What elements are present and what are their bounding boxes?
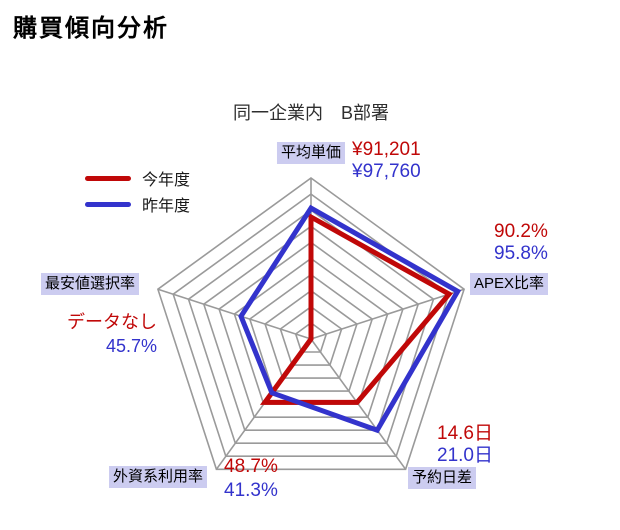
grid-ring-9 [172,193,450,458]
last-year-value-lowest-price-selection-rate: 45.7% [105,336,157,356]
axis-spoke-4 [157,288,312,340]
values-foreign-usage-rate: 48.7% 41.3% [224,455,278,503]
grid-ring-1 [294,321,328,353]
this-year-value-average-unit-price: ¥91,201 [352,139,421,160]
grid-ring-10 [156,177,466,471]
series-polygon-last-year [238,204,462,434]
last-year-value-apex-ratio: 95.8% [494,243,548,264]
last-year-value-average-unit-price: ¥97,760 [352,161,421,182]
this-year-value-reservation-day-gap: 14.6日 [437,423,493,444]
page-title: 購買傾向分析 [13,15,169,42]
legend-item-this-year: 今年度 [85,165,190,191]
last-year-value-foreign-usage-rate: 41.3% [224,480,278,501]
values-average-unit-price: ¥91,201 ¥97,760 [352,139,421,183]
legend-label-this-year: 今年度 [142,172,191,189]
this-year-value-apex-ratio: 90.2% [494,221,548,242]
chart-subtitle: 同一企業内 B部署 [232,103,390,123]
values-reservation-day-gap: 14.6日 21.0日 [437,423,493,467]
this-year-value-lowest-price-selection-rate: データなし [67,312,157,332]
legend: 今年度 昨年度 [85,165,190,217]
grid-ring-7 [202,225,420,432]
axis-label-apex-ratio: APEX比率 [470,273,549,295]
grid-ring-3 [264,289,358,379]
axis-label-lowest-price-selection-rate: 最安値選択率 [41,273,140,295]
axis-label-foreign-usage-rate: 外資系利用率 [109,466,208,488]
grid-ring-8 [187,209,435,445]
axis-spoke-1 [310,288,465,340]
grid-ring-4 [248,273,374,392]
values-lowest-price-selection-rate: データなし 45.7% [40,310,157,358]
grid-ring-2 [279,305,343,366]
last-year-value-reservation-day-gap: 21.0日 [437,445,493,466]
axis-label-reservation-day-gap: 予約日差 [408,467,477,489]
grid-ring-6 [218,241,404,419]
last-year-line-swatch [85,201,131,207]
values-apex-ratio: 90.2% 95.8% [494,221,548,265]
legend-item-last-year: 昨年度 [85,191,190,217]
series-polygon-this-year [259,212,453,405]
axis-label-average-unit-price: 平均単価 [276,142,346,164]
this-year-line-swatch [85,175,131,181]
legend-label-last-year: 昨年度 [142,198,191,215]
this-year-value-foreign-usage-rate: 48.7% [224,456,278,477]
